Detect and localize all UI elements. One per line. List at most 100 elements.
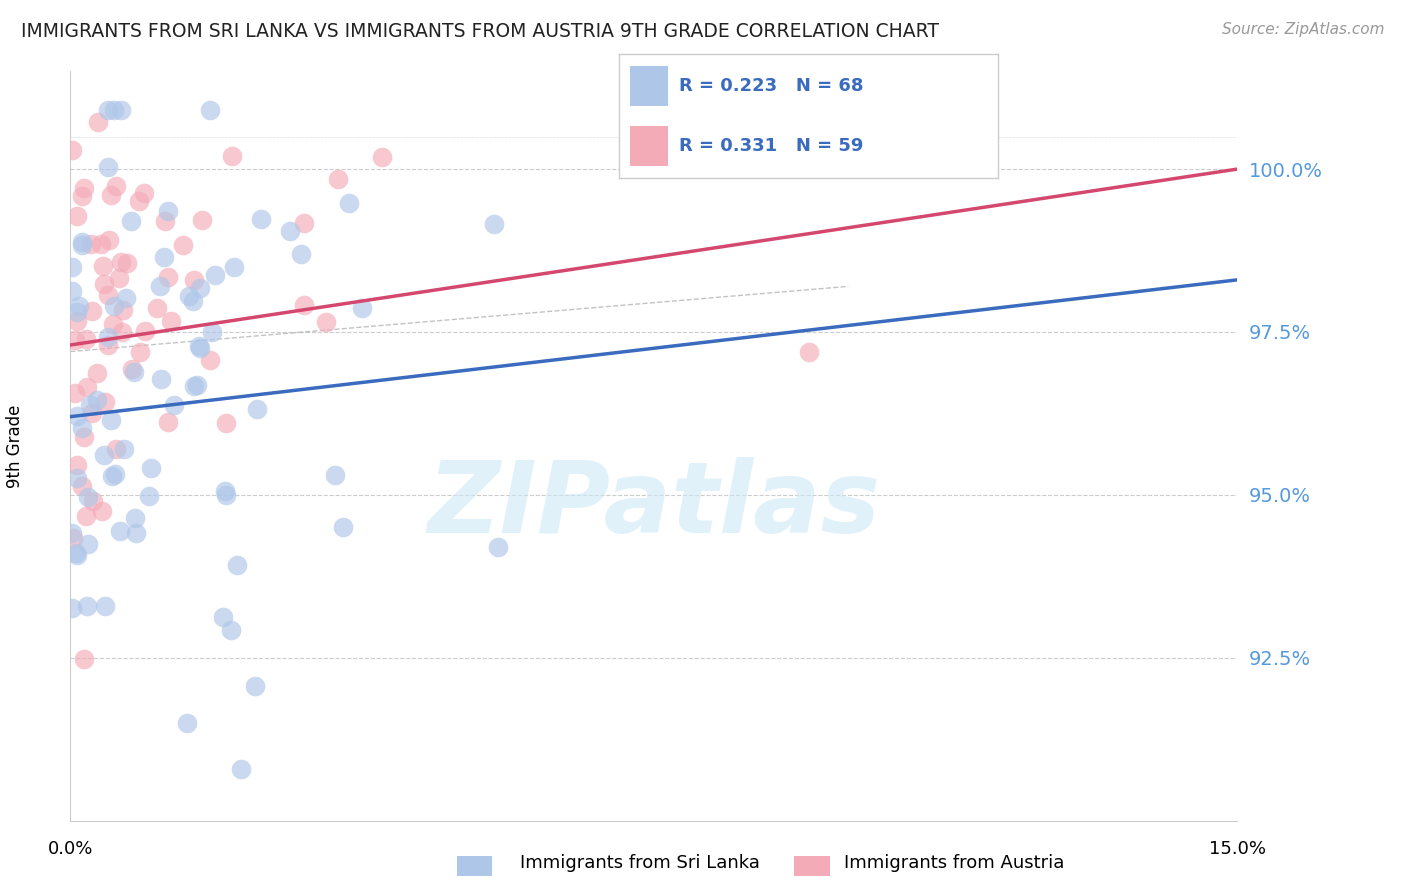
Point <box>250 211 273 226</box>
Point <box>72 235 94 249</box>
Point <box>75 509 97 524</box>
Point <box>115 291 138 305</box>
Text: Immigrants from Sri Lanka: Immigrants from Sri Lanka <box>520 855 761 872</box>
Point <box>176 715 198 730</box>
Point <box>70 479 93 493</box>
Point <box>204 268 226 282</box>
Point <box>186 378 208 392</box>
Point <box>221 149 243 163</box>
Point <box>73 651 96 665</box>
Point <box>799 344 821 359</box>
Text: R = 0.331   N = 59: R = 0.331 N = 59 <box>679 137 863 155</box>
Point <box>315 315 337 329</box>
Point <box>66 304 89 318</box>
Point <box>67 299 90 313</box>
Point <box>132 186 155 201</box>
Point <box>110 524 132 539</box>
Point <box>117 256 139 270</box>
Point <box>172 238 194 252</box>
Point <box>80 304 103 318</box>
Point <box>65 546 87 560</box>
Point <box>104 467 127 481</box>
Point <box>212 609 235 624</box>
Text: 15.0%: 15.0% <box>1209 840 1265 858</box>
Point <box>149 372 172 386</box>
Point <box>77 537 100 551</box>
Point <box>87 115 110 129</box>
Point <box>60 526 83 541</box>
Text: ZIPatlas: ZIPatlas <box>427 458 880 555</box>
Point <box>73 430 96 444</box>
Point <box>124 511 146 525</box>
Point <box>79 398 101 412</box>
Point <box>129 344 152 359</box>
Point <box>125 525 148 540</box>
Text: Immigrants from Austria: Immigrants from Austria <box>844 855 1064 872</box>
Point <box>221 624 243 638</box>
Point <box>73 180 96 194</box>
Point <box>97 338 120 352</box>
Point <box>77 491 100 505</box>
Point <box>153 214 176 228</box>
Point <box>482 217 505 231</box>
Point <box>486 540 509 554</box>
Point <box>80 236 103 251</box>
Point <box>323 468 346 483</box>
Point <box>188 281 211 295</box>
Point <box>149 278 172 293</box>
Point <box>105 442 128 456</box>
Point <box>110 103 132 118</box>
Point <box>157 270 180 285</box>
Point <box>163 398 186 412</box>
Point <box>93 448 115 462</box>
Point <box>112 442 135 457</box>
Point <box>97 160 120 174</box>
Point <box>97 288 120 302</box>
Point <box>332 520 354 534</box>
Point <box>337 196 360 211</box>
Point <box>215 416 238 430</box>
Text: Source: ZipAtlas.com: Source: ZipAtlas.com <box>1222 22 1385 37</box>
Point <box>63 333 86 347</box>
Point <box>66 210 89 224</box>
Text: 9th Grade: 9th Grade <box>6 404 24 488</box>
Point <box>177 289 200 303</box>
Point <box>91 503 114 517</box>
Point <box>128 194 150 208</box>
Point <box>93 394 115 409</box>
Bar <box>630 66 668 106</box>
Point <box>141 461 163 475</box>
Point <box>112 302 135 317</box>
Point <box>86 393 108 408</box>
Point <box>65 458 87 472</box>
Point <box>60 144 83 158</box>
Point <box>97 103 120 118</box>
Point <box>183 273 205 287</box>
Point <box>104 178 127 193</box>
Point <box>60 601 83 615</box>
Text: IMMIGRANTS FROM SRI LANKA VS IMMIGRANTS FROM AUSTRIA 9TH GRADE CORRELATION CHART: IMMIGRANTS FROM SRI LANKA VS IMMIGRANTS … <box>21 22 939 41</box>
Point <box>159 314 181 328</box>
Point <box>62 531 84 545</box>
Point <box>98 233 121 247</box>
Point <box>100 469 122 483</box>
Point <box>146 301 169 316</box>
Point <box>108 270 131 285</box>
Point <box>201 325 224 339</box>
Point <box>103 103 125 118</box>
Point <box>226 558 249 572</box>
Point <box>190 341 212 355</box>
Point <box>75 332 97 346</box>
Point <box>66 549 89 563</box>
Point <box>70 238 93 252</box>
Point <box>93 277 115 292</box>
Point <box>101 318 124 332</box>
Point <box>231 762 253 776</box>
Point <box>80 406 103 420</box>
Text: R = 0.223   N = 68: R = 0.223 N = 68 <box>679 77 863 95</box>
Point <box>86 366 108 380</box>
Point <box>82 494 104 508</box>
Point <box>156 415 179 429</box>
Point <box>153 250 176 264</box>
Point <box>246 401 269 416</box>
